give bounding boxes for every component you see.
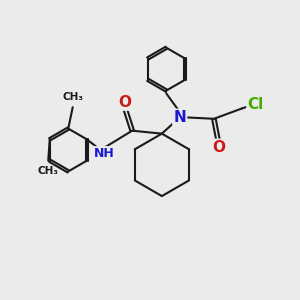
Text: N: N [173, 110, 186, 125]
Text: O: O [118, 94, 131, 110]
Text: O: O [212, 140, 225, 155]
Text: Cl: Cl [248, 97, 264, 112]
Text: CH₃: CH₃ [38, 166, 59, 176]
Text: NH: NH [94, 147, 114, 160]
Text: CH₃: CH₃ [62, 92, 83, 102]
